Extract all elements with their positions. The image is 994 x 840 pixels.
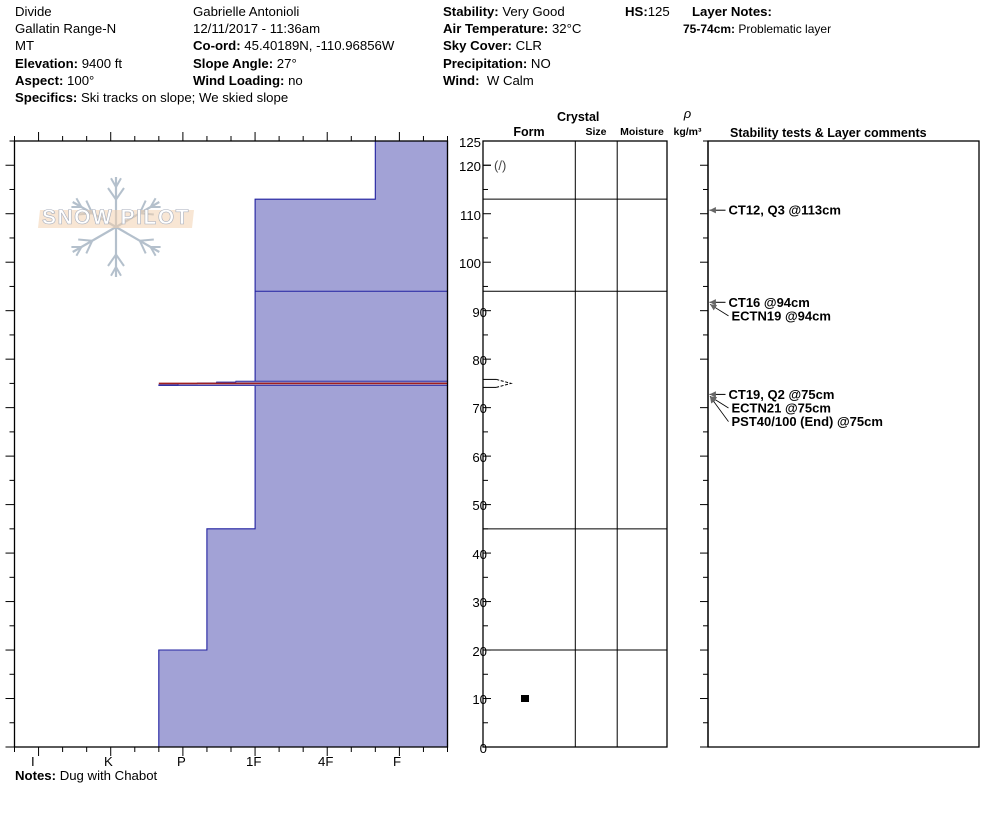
svg-text:(/): (/) <box>494 158 506 173</box>
svg-text:CT12, Q3 @113cm: CT12, Q3 @113cm <box>729 203 841 218</box>
svg-text:PST40/100 (End) @75cm: PST40/100 (End) @75cm <box>732 414 883 429</box>
svg-text:ECTN19 @94cm: ECTN19 @94cm <box>732 308 831 323</box>
svg-text:SNOW PILOT: SNOW PILOT <box>42 206 190 229</box>
